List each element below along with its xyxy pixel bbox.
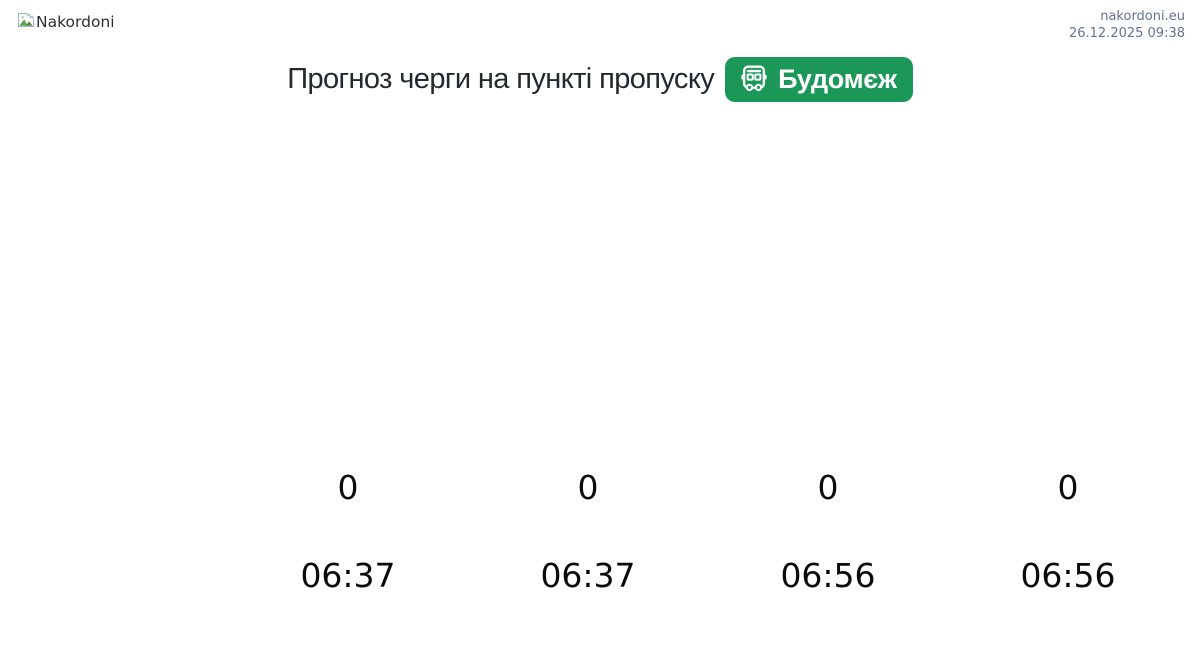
queue-value: 0 [337,468,359,507]
time-values-row: 06:37 06:37 06:56 06:56 [228,555,1188,597]
site-datetime: 26.12.2025 09:38 [1068,26,1185,41]
title-row: Прогноз черги на пункті пропуску Будомєж [0,57,1200,102]
crossing-badge-button[interactable]: Будомєж [725,57,913,102]
page-title: Прогноз черги на пункті пропуску [287,63,715,95]
crossing-badge-label: Будомєж [778,63,897,94]
site-url-link[interactable]: nakordoni.eu [1100,9,1185,24]
logo-alt-text: Nakordoni [36,13,115,31]
queue-values-row: 0 0 0 0 [228,467,1188,509]
time-value: 06:37 [300,556,396,595]
queue-value: 0 [577,468,599,507]
queue-value: 0 [1057,468,1079,507]
time-value: 06:56 [780,556,876,595]
bus-icon [739,64,769,94]
site-logo-link[interactable]: Nakordoni [17,11,115,33]
site-info: nakordoni.eu 26.12.2025 09:38 [1069,8,1185,42]
time-value: 06:37 [540,556,636,595]
time-value: 06:56 [1020,556,1116,595]
queue-value: 0 [817,468,839,507]
broken-image-icon [17,11,35,33]
